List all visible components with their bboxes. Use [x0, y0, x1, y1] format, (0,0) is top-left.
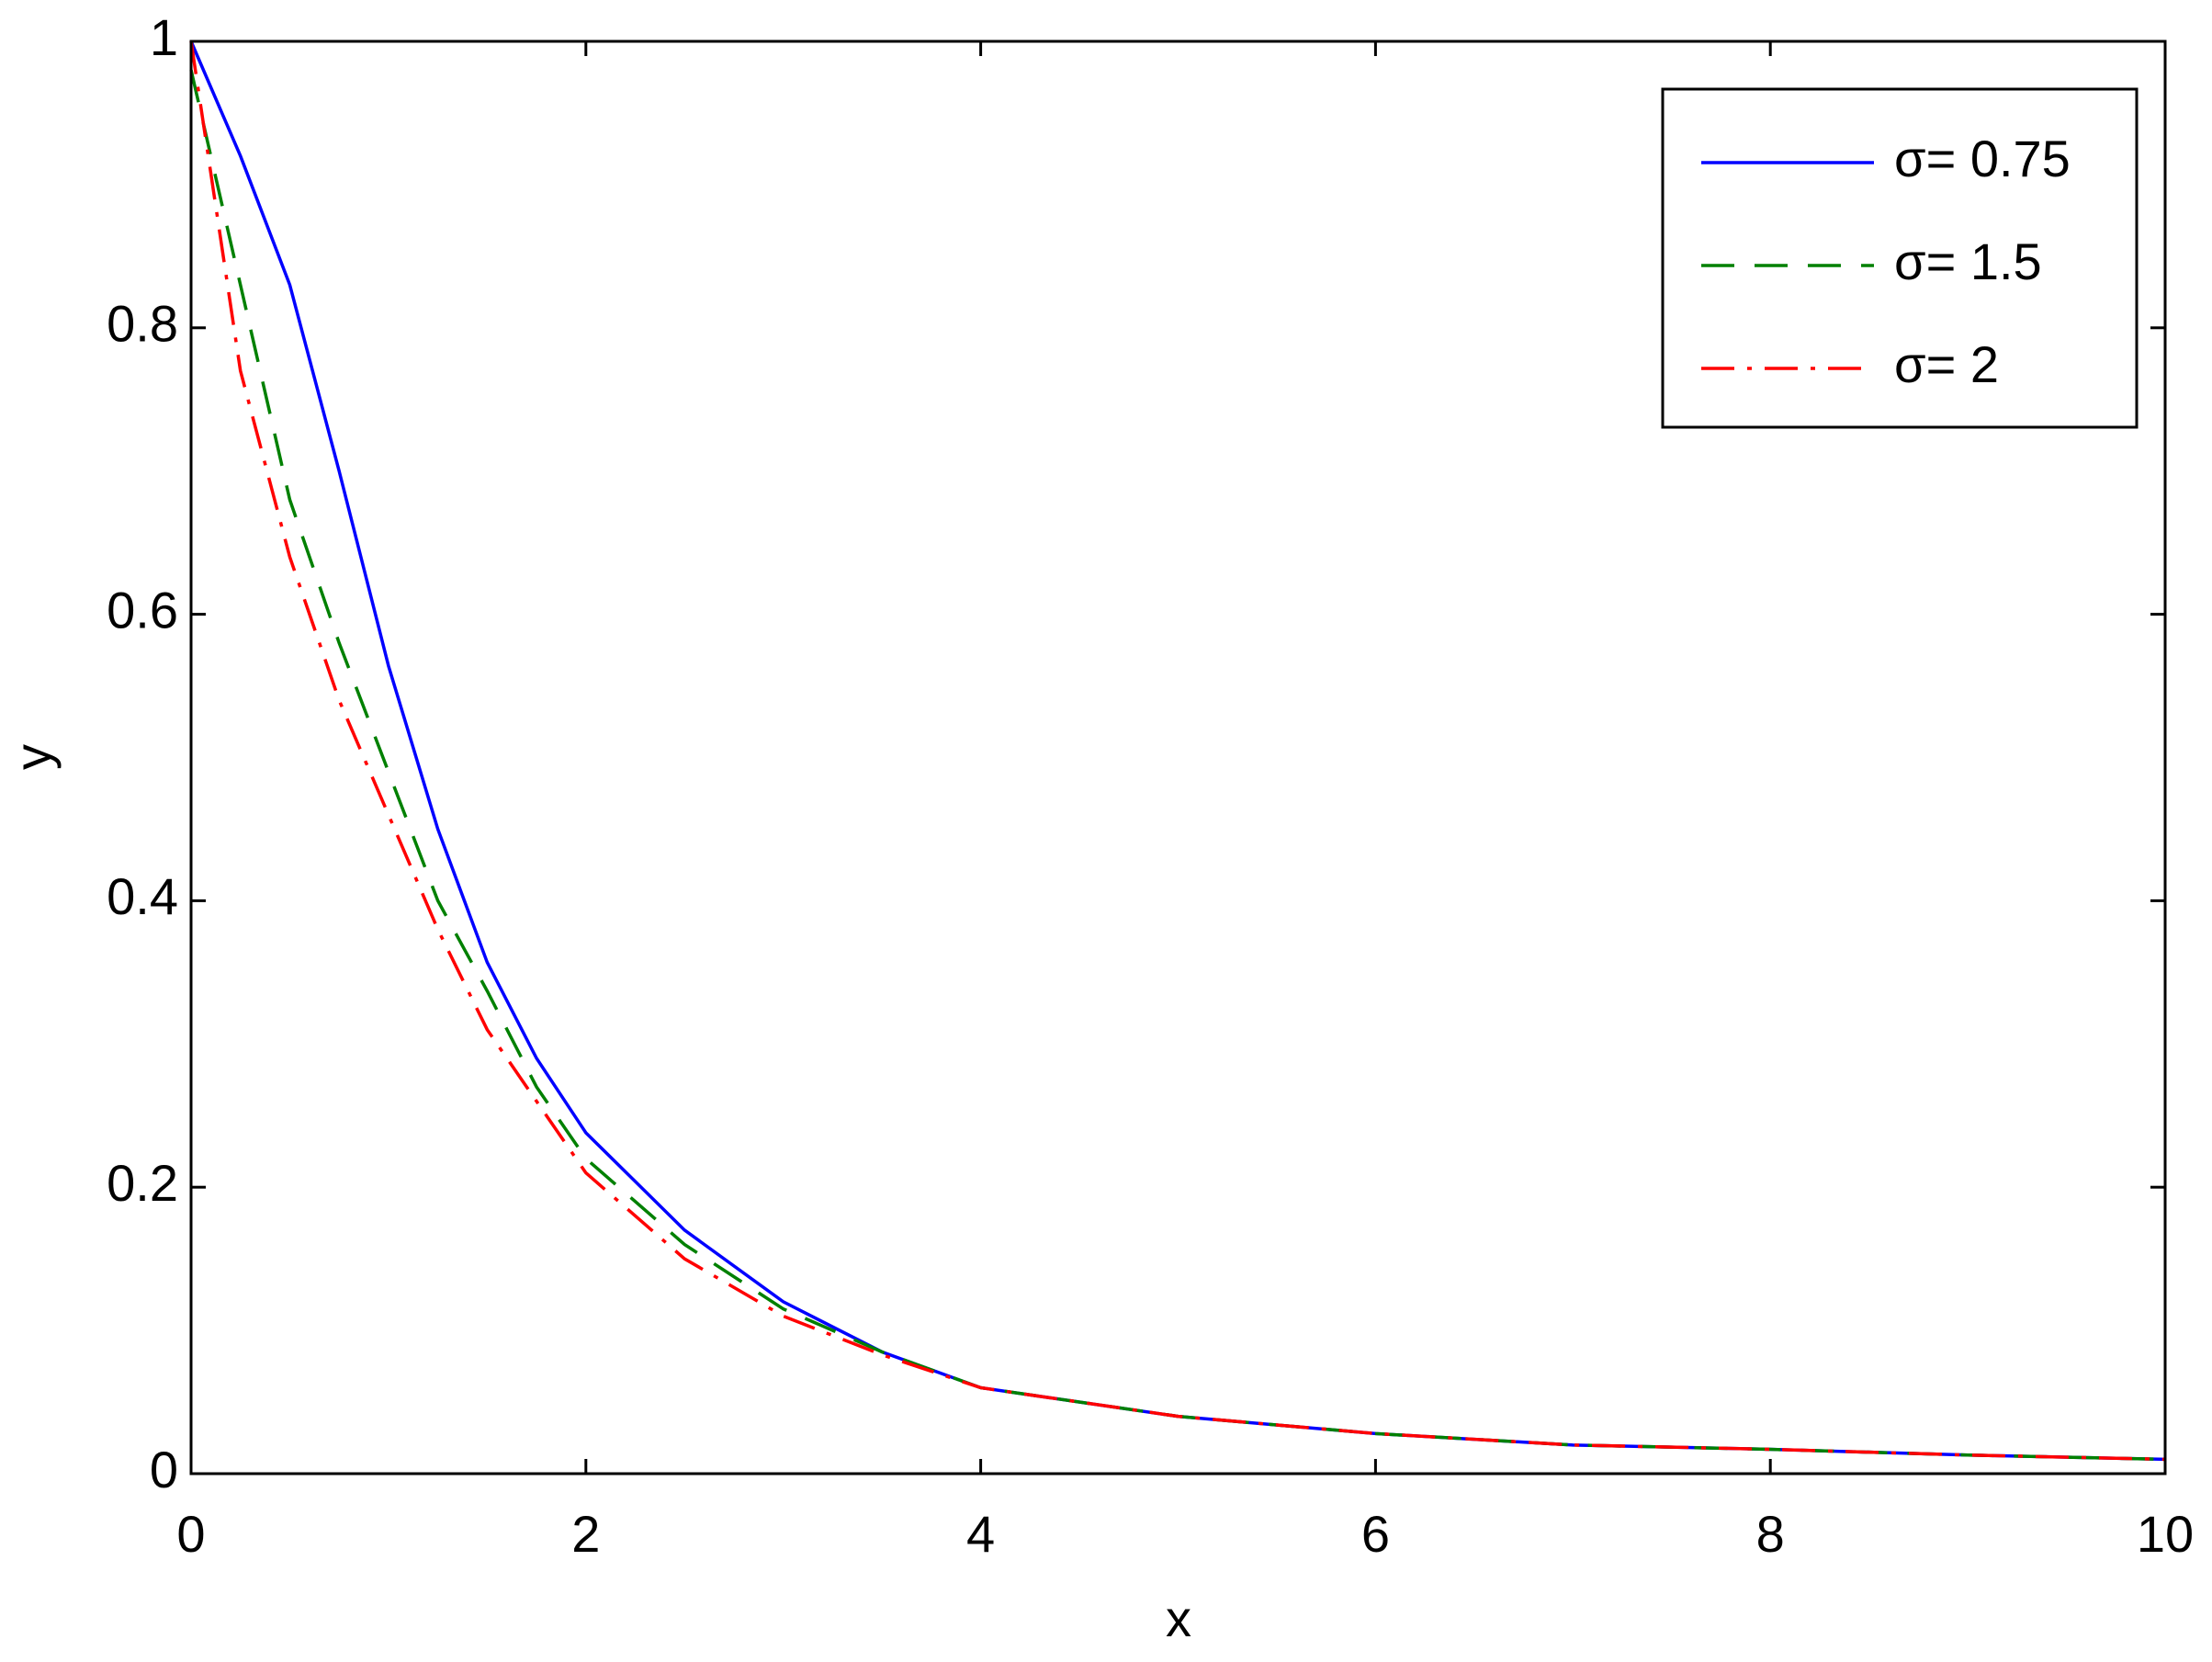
- x-tick-label: 10: [2137, 1505, 2194, 1563]
- y-tick-label: 0.8: [107, 295, 178, 353]
- legend-label: σ= 2: [1894, 335, 1999, 393]
- x-tick-label: 4: [966, 1505, 995, 1563]
- x-axis-label: x: [1166, 1589, 1191, 1647]
- legend-label: σ= 1.5: [1894, 232, 2042, 290]
- x-tick-label: 6: [1361, 1505, 1390, 1563]
- line-series: [189, 69, 2166, 1462]
- x-tick-label: 0: [176, 1505, 205, 1563]
- plot-frame: [189, 40, 2167, 1475]
- y-tick-label: 0.2: [107, 1154, 178, 1212]
- y-tick-label: 0.4: [107, 867, 178, 925]
- line-series: [189, 40, 2166, 1462]
- x-tick-label: 2: [571, 1505, 600, 1563]
- y-tick-label: 0.6: [107, 581, 178, 639]
- legend-box: [1661, 87, 2139, 429]
- y-axis-label: y: [4, 744, 62, 770]
- legend-label: σ= 0.75: [1894, 130, 2071, 187]
- y-tick-label: 0: [150, 1441, 178, 1498]
- y-tick-label: 1: [150, 8, 178, 66]
- x-tick-label: 8: [1756, 1505, 1785, 1563]
- line-series: [189, 40, 2166, 1462]
